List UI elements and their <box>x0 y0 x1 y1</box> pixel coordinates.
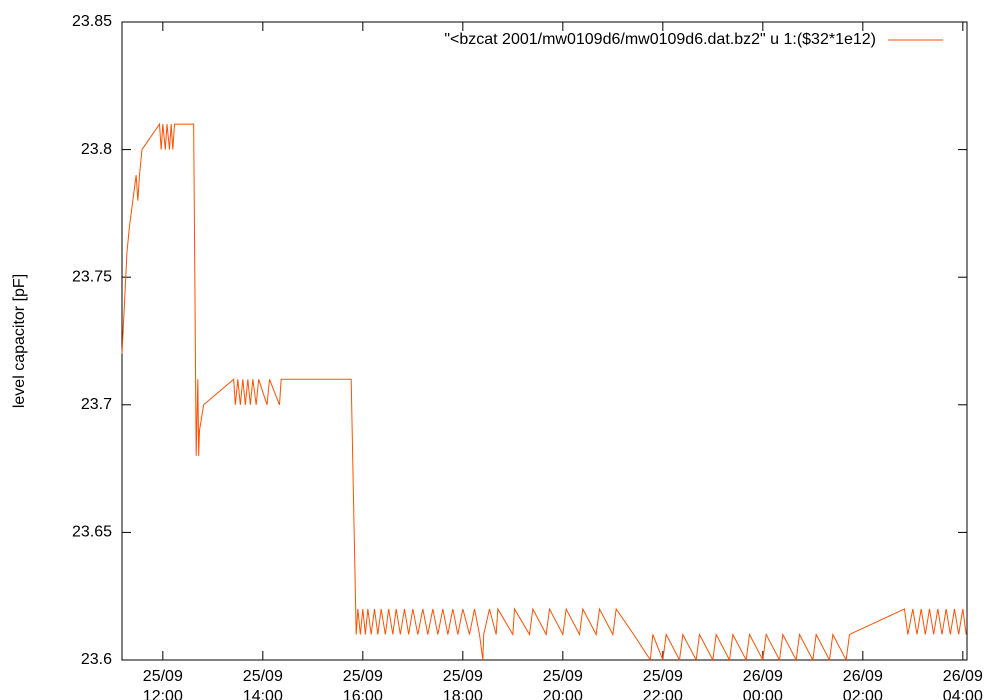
x-tick-label: 25/09 22:00 <box>642 668 683 700</box>
x-tick-label: 25/09 18:00 <box>442 668 483 700</box>
plot-frame <box>121 21 968 661</box>
data-line <box>121 122 967 662</box>
x-tick-label: 26/09 04:00 <box>942 668 983 700</box>
y-axis-label: level capacitor [pF] <box>11 274 28 408</box>
y-tick-label: 23.65 <box>72 524 112 541</box>
y-tick-label: 23.7 <box>81 396 112 413</box>
legend-label: "<bzcat 2001/mw0109d6/mw0109d6.dat.bz2" … <box>444 31 876 48</box>
x-tick-label: 26/09 00:00 <box>742 668 783 700</box>
y-tick-label: 23.75 <box>72 268 112 285</box>
y-tick-label: 23.85 <box>72 13 112 30</box>
x-tick-label: 26/09 02:00 <box>842 668 883 700</box>
y-tick-label: 23.6 <box>81 651 112 668</box>
x-tick-label: 25/09 14:00 <box>242 668 283 700</box>
x-tick-label: 25/09 20:00 <box>542 668 583 700</box>
y-tick-label: 23.8 <box>81 141 112 158</box>
x-tick-label: 25/09 16:00 <box>342 668 383 700</box>
x-tick-label: 25/09 12:00 <box>142 668 183 700</box>
